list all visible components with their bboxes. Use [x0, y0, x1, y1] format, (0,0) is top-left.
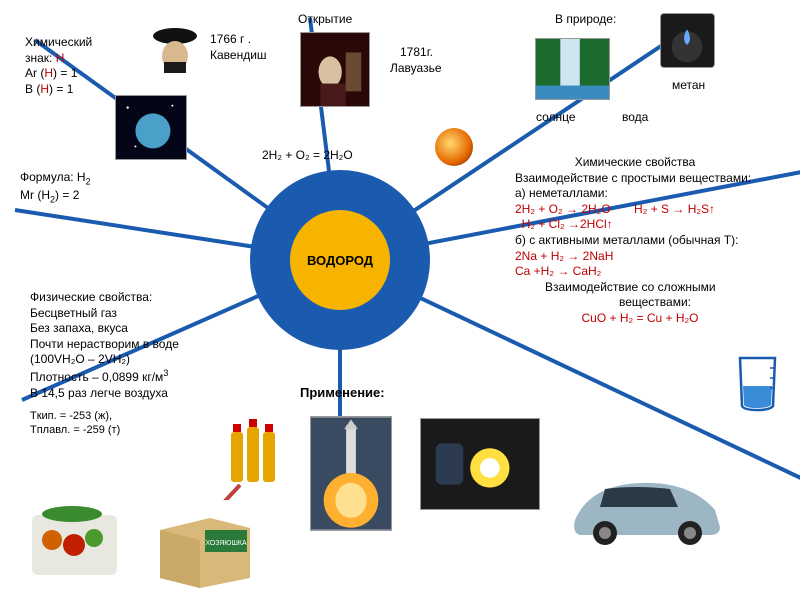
sun-image [435, 128, 473, 166]
portrait-hat-image [150, 18, 200, 73]
water-label: вода [622, 110, 648, 126]
bottles-image [225, 412, 287, 487]
beaker-image [730, 350, 785, 412]
burner-image [660, 13, 715, 68]
chem-eq-row1: 2H₂ + O₂ → 2H₂O H₂ + S → H₂S↑ [515, 202, 795, 218]
chem-eq3: CuO + H₂ = Cu + H₂O [515, 311, 795, 327]
welder-image [420, 418, 540, 510]
phys-l2: Без запаха, вкуса [30, 321, 179, 337]
discoverer-name: Кавендиш [210, 48, 267, 64]
formula-l2: Mr (H2) = 2 [20, 188, 91, 206]
formula-block: Формула: Н2 Mr (H2) = 2 [20, 170, 91, 206]
nature-title: В природе: [555, 12, 616, 28]
chem-sub2b: веществами: [515, 295, 795, 311]
phys-title: Физические свойства: [30, 290, 179, 306]
sun-label: солнце [536, 110, 576, 126]
chem-block: Химические свойства Взаимодействие с про… [515, 155, 795, 327]
lavoisier-year: 1781г. [400, 45, 433, 61]
rocket-image [310, 416, 392, 531]
application-title: Применение: [300, 385, 385, 402]
phys-block: Физические свойства: Бесцветный газ Без … [30, 290, 179, 438]
chem-eq2a: 2Na + H₂ → 2NaH [515, 249, 795, 265]
waterfall-image [535, 38, 610, 100]
chem-b: б) с активными металлами (обычная T): [515, 233, 795, 249]
spider-diagram: ВОДОРОД Химический знак: Н Ar (Н) = 1 В … [0, 0, 800, 600]
phys-l5: Плотность – 0,0899 кг/м3 [30, 368, 179, 386]
chem-title: Химические свойства [515, 155, 795, 171]
phys-l6: В 14,5 раз легче воздуха [30, 386, 179, 402]
methane-label: метан [672, 78, 705, 94]
discoverer-year: 1766 г . [210, 32, 267, 48]
chem-sign-l1: Химический [25, 35, 92, 51]
discoverer-block: 1766 г . Кавендиш [210, 32, 267, 63]
fertilizer-image: ХОЗЯЮШКА [150, 500, 260, 588]
veg-bag-image [22, 490, 127, 582]
svg-text:ХОЗЯЮШКА: ХОЗЯЮШКА [205, 540, 247, 547]
top-equation: 2H₂ + O₂ = 2H₂O [262, 148, 353, 164]
phys-l8: Tплавл. = -259 (т) [30, 423, 179, 437]
chem-sign-l4: В (Н) = 1 [25, 82, 92, 98]
lavoisier-name: Лавуазье [390, 61, 442, 77]
phys-l3: Почти нерастворим в воде [30, 337, 179, 353]
formula-l1: Формула: Н2 [20, 170, 91, 188]
phys-l1: Бесцветный газ [30, 306, 179, 322]
open-label: Открытие [298, 12, 352, 28]
center-label-wrap: ВОДОРОД [290, 210, 390, 310]
chem-sub2: Взаимодействие со сложными [515, 280, 795, 296]
center-label: ВОДОРОД [307, 253, 373, 268]
car-image [560, 455, 730, 550]
chem-a: а) неметаллами: [515, 186, 795, 202]
phys-l4: (100VH₂O – 2VH₂) [30, 352, 179, 368]
chem-sub1: Взаимодействие с простыми веществами: [515, 171, 795, 187]
planet-image [115, 95, 187, 160]
portrait-lavoisier-image [300, 32, 370, 107]
chem-eq-row2: H₂ + Cl₂ →2HCl↑ [515, 217, 795, 233]
chem-eq2b: Ca +H₂ → CaH₂ [515, 264, 795, 280]
phys-l7: Tкип. = -253 (ж), [30, 409, 179, 423]
chem-sign-l2: знак: Н [25, 51, 92, 67]
chem-sign-l3: Ar (Н) = 1 [25, 66, 92, 82]
chem-sign-block: Химический знак: Н Ar (Н) = 1 В (Н) = 1 [25, 35, 92, 97]
